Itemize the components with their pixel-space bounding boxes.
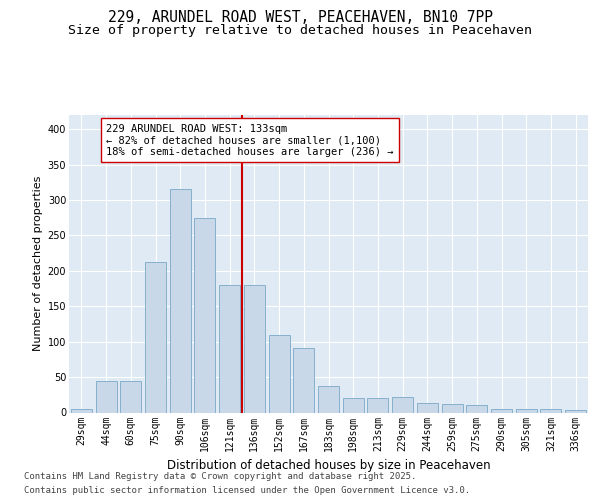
Bar [244,285,265,412]
Bar [516,409,537,412]
Bar [71,409,92,412]
Bar [318,386,339,412]
Bar [219,285,240,412]
Bar [120,382,141,412]
Text: 229 ARUNDEL ROAD WEST: 133sqm
← 82% of detached houses are smaller (1,100)
18% o: 229 ARUNDEL ROAD WEST: 133sqm ← 82% of d… [106,124,394,156]
Bar [541,409,562,412]
Bar [491,409,512,412]
Bar [269,334,290,412]
Text: Contains public sector information licensed under the Open Government Licence v3: Contains public sector information licen… [24,486,470,495]
Bar [417,404,438,412]
Bar [170,190,191,412]
Bar [466,406,487,412]
Bar [343,398,364,412]
Bar [194,218,215,412]
Text: Contains HM Land Registry data © Crown copyright and database right 2025.: Contains HM Land Registry data © Crown c… [24,472,416,481]
X-axis label: Distribution of detached houses by size in Peacehaven: Distribution of detached houses by size … [167,459,490,472]
Text: Size of property relative to detached houses in Peacehaven: Size of property relative to detached ho… [68,24,532,37]
Bar [293,348,314,412]
Bar [442,404,463,412]
Bar [367,398,388,412]
Bar [145,262,166,412]
Text: 229, ARUNDEL ROAD WEST, PEACEHAVEN, BN10 7PP: 229, ARUNDEL ROAD WEST, PEACEHAVEN, BN10… [107,10,493,25]
Bar [95,382,116,412]
Bar [392,397,413,412]
Bar [565,410,586,412]
Y-axis label: Number of detached properties: Number of detached properties [34,176,43,352]
